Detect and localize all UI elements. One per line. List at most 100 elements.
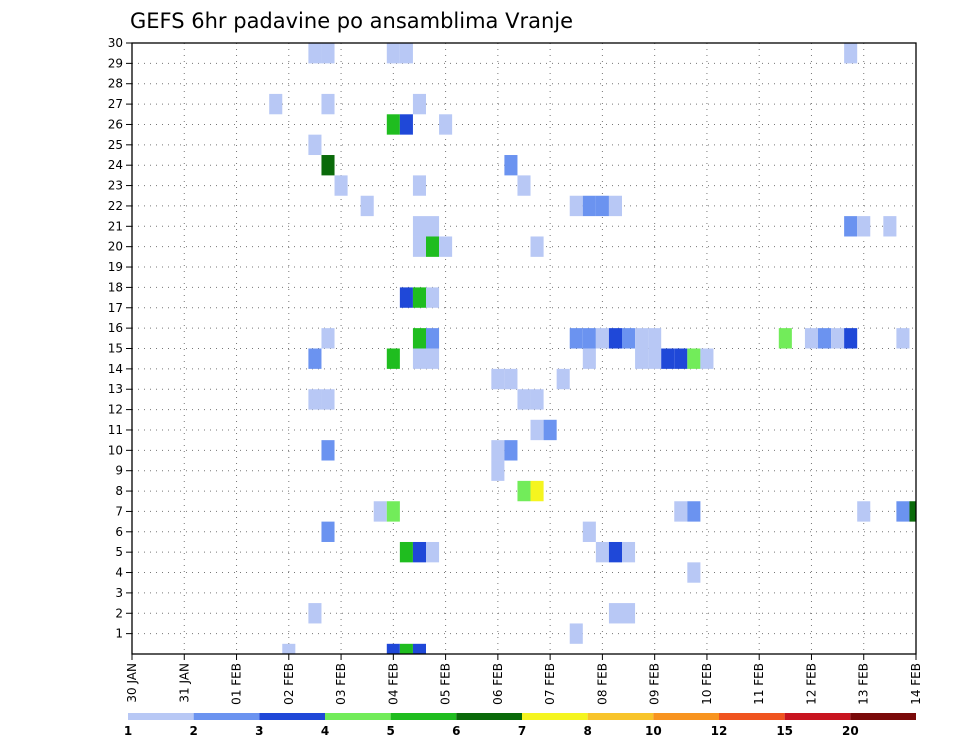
y-tick-label: 21 (108, 219, 123, 233)
y-tick-label: 10 (108, 443, 123, 457)
y-tick-label: 28 (108, 77, 123, 91)
data-cell (687, 562, 701, 583)
colorbar-label: 10 (645, 724, 662, 738)
data-cell (412, 643, 426, 654)
data-cell (399, 541, 413, 563)
y-tick-label: 19 (108, 260, 123, 274)
colorbar-label: 5 (386, 724, 394, 738)
y-tick-label: 14 (108, 362, 123, 376)
data-cell (844, 43, 858, 64)
colorbar-label: 8 (583, 724, 591, 738)
data-cell (491, 440, 505, 461)
y-tick-label: 1 (115, 627, 123, 641)
colorbar-label: 12 (711, 724, 728, 738)
data-cell (569, 328, 583, 349)
y-tick-label: 8 (115, 484, 123, 498)
data-cell (308, 134, 322, 156)
data-cell (608, 541, 622, 563)
colorbar-swatch (390, 713, 457, 720)
x-tick-label: 13 FEB (857, 663, 871, 705)
y-tick-label: 4 (115, 566, 123, 580)
data-cell (439, 236, 453, 257)
y-tick-label: 17 (108, 301, 123, 315)
data-cell (556, 368, 570, 390)
y-tick-label: 7 (115, 504, 123, 518)
data-cell (412, 287, 426, 308)
data-cell (700, 348, 714, 369)
data-cell (321, 521, 335, 542)
data-cell (582, 521, 596, 542)
colorbar-swatch (325, 713, 391, 720)
data-cell (321, 43, 335, 64)
data-cell (334, 175, 348, 196)
x-tick-label: 03 FEB (334, 663, 348, 705)
colorbar-label: 4 (321, 724, 329, 738)
data-cell (412, 216, 426, 237)
x-tick-label: 06 FEB (491, 663, 505, 705)
colorbar-swatch (522, 713, 588, 720)
data-cell (530, 389, 544, 410)
y-tick-label: 20 (108, 240, 123, 254)
data-cell (308, 43, 322, 64)
data-cell (909, 501, 916, 522)
colorbar-label: 20 (842, 724, 859, 738)
colorbar-swatch (784, 713, 851, 720)
data-cell (687, 501, 701, 522)
data-cell (321, 440, 335, 461)
data-cell (569, 195, 583, 217)
grid-lines (131, 42, 917, 654)
data-cell (373, 501, 387, 522)
colorbar-swatch (456, 713, 522, 720)
data-cell (543, 419, 557, 441)
x-tick-label: 04 FEB (386, 663, 400, 705)
data-cell (517, 175, 531, 196)
data-cell (412, 175, 426, 196)
y-tick-label: 3 (115, 586, 123, 600)
chart-title: GEFS 6hr padavine po ansamblima Vranje (130, 9, 573, 33)
data-cell (399, 643, 413, 654)
data-cells (269, 43, 916, 654)
data-cell (426, 287, 440, 308)
data-cell (569, 623, 583, 644)
y-axis: 1234567891011121314151617181920212223242… (108, 36, 132, 641)
y-tick-label: 5 (115, 545, 123, 559)
data-cell (622, 328, 636, 349)
data-cell (426, 541, 440, 563)
data-cell (883, 216, 897, 237)
data-cell (844, 216, 858, 237)
data-cell (622, 603, 636, 624)
colorbar-label: 6 (452, 724, 460, 738)
data-cell (321, 93, 335, 115)
data-cell (321, 328, 335, 349)
data-cell (635, 328, 649, 349)
data-cell (635, 348, 649, 369)
data-cell (778, 328, 792, 349)
data-cell (504, 155, 518, 176)
data-cell (308, 389, 322, 410)
y-tick-label: 23 (108, 179, 123, 193)
colorbar-label: 1 (124, 724, 132, 738)
colorbar-swatch (128, 713, 194, 720)
data-cell (648, 328, 662, 349)
data-cell (282, 643, 296, 654)
data-cell (844, 328, 858, 349)
data-cell (412, 328, 426, 349)
colorbar-swatch (587, 713, 654, 720)
data-cell (360, 195, 374, 217)
colorbar-label: 3 (255, 724, 263, 738)
data-cell (582, 328, 596, 349)
colorbar-swatch (850, 713, 916, 720)
data-cell (804, 328, 818, 349)
y-tick-label: 30 (108, 36, 123, 50)
data-cell (896, 328, 910, 349)
data-cell (426, 328, 440, 349)
data-cell (308, 348, 322, 369)
data-cell (269, 93, 283, 115)
data-cell (857, 501, 871, 522)
data-cell (412, 541, 426, 563)
data-cell (687, 348, 701, 369)
x-tick-label: 10 FEB (700, 663, 714, 705)
data-cell (386, 348, 400, 369)
x-tick-label: 01 FEB (230, 663, 244, 705)
y-tick-label: 16 (108, 321, 123, 335)
